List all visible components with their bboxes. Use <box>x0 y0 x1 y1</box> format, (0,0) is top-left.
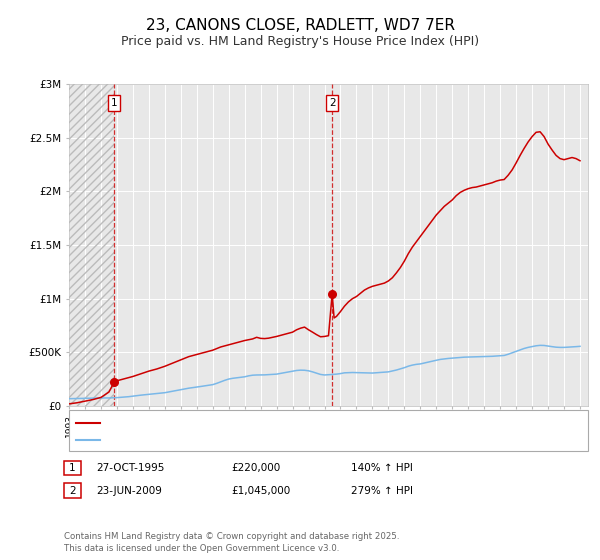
Text: 2: 2 <box>69 486 76 496</box>
Text: 140% ↑ HPI: 140% ↑ HPI <box>351 463 413 473</box>
Text: 2: 2 <box>329 99 335 108</box>
Text: £220,000: £220,000 <box>231 463 280 473</box>
Text: Price paid vs. HM Land Registry's House Price Index (HPI): Price paid vs. HM Land Registry's House … <box>121 35 479 49</box>
Text: Contains HM Land Registry data © Crown copyright and database right 2025.
This d: Contains HM Land Registry data © Crown c… <box>64 532 400 553</box>
Text: 27-OCT-1995: 27-OCT-1995 <box>96 463 164 473</box>
Text: £1,045,000: £1,045,000 <box>231 486 290 496</box>
Text: 23, CANONS CLOSE, RADLETT, WD7 7ER (semi-detached house): 23, CANONS CLOSE, RADLETT, WD7 7ER (semi… <box>104 418 423 428</box>
Text: HPI: Average price, semi-detached house, Hertsmere: HPI: Average price, semi-detached house,… <box>104 435 368 445</box>
Text: 1: 1 <box>69 463 76 473</box>
Text: 1: 1 <box>111 99 118 108</box>
Text: 279% ↑ HPI: 279% ↑ HPI <box>351 486 413 496</box>
Text: 23, CANONS CLOSE, RADLETT, WD7 7ER: 23, CANONS CLOSE, RADLETT, WD7 7ER <box>146 18 455 32</box>
Bar <box>69 84 114 406</box>
Text: 23-JUN-2009: 23-JUN-2009 <box>96 486 162 496</box>
